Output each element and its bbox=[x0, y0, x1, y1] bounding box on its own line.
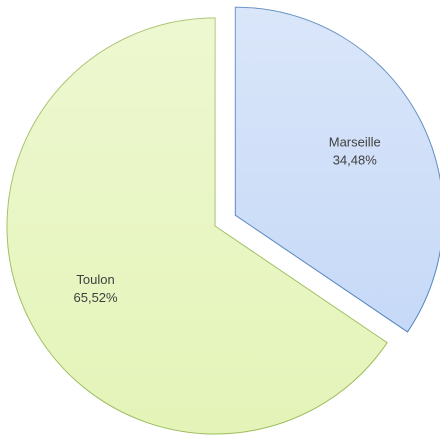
slice-label-value: 34,48% bbox=[333, 152, 378, 167]
slice-label-name: Marseille bbox=[329, 134, 381, 149]
slice-label-name: Toulon bbox=[76, 272, 114, 287]
slice-shine bbox=[7, 18, 388, 434]
slice-shine bbox=[235, 7, 440, 332]
slice-label-value: 65,52% bbox=[74, 290, 119, 305]
